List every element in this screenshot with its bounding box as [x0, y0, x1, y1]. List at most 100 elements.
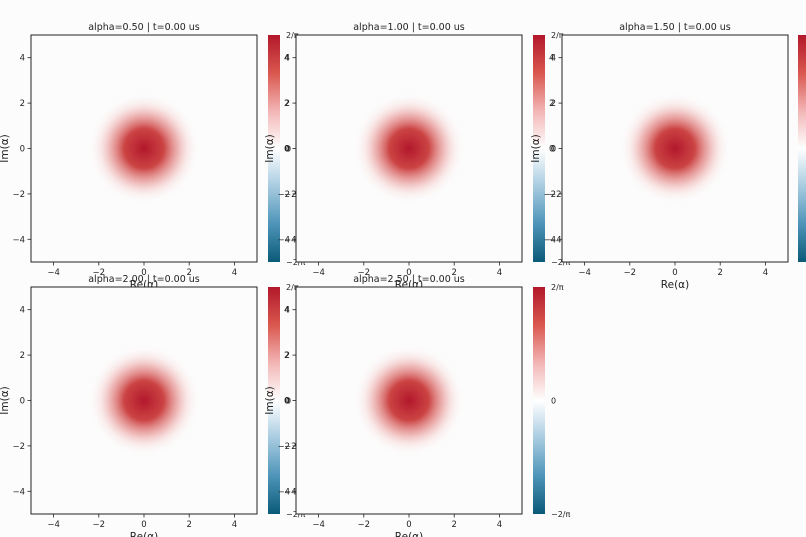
- subplot-1: alpha=0.50 | t=0.00 us−4 −2 0 2 4−4−2024Re(α…: [0, 22, 258, 291]
- colorbar-mid-label: 0: [551, 397, 556, 406]
- subplot-title: alpha=1.50 | t=0.00 us: [619, 22, 731, 33]
- x-tick-label: 4: [232, 520, 237, 530]
- y-tick-label: 0: [20, 145, 25, 155]
- y-tick-label: 4: [20, 54, 25, 64]
- overlap-tick-label: 0: [284, 397, 289, 407]
- x-tick-label: −4: [578, 268, 591, 278]
- subplot-5: alpha=2.50 | t=0.00 us −4 −2 0 2 4 −4 −2 0 2 4 Re(α…: [264, 274, 523, 537]
- y-tick-label: 0: [20, 397, 25, 407]
- colorbar-gradient: [268, 287, 280, 514]
- x-axis-label: Re(α): [661, 279, 689, 291]
- colorbar-gradient: [533, 287, 545, 514]
- x-tick-label: −2: [358, 520, 371, 530]
- wigner-peak: [87, 92, 201, 205]
- x-tick-label: 0: [141, 520, 146, 530]
- x-tick-label: −2: [624, 268, 637, 278]
- overlap-tick-label: −2: [284, 190, 297, 200]
- overlap-tick-label: −4: [284, 487, 297, 497]
- x-tick-label: 4: [497, 520, 502, 530]
- overlap-tick-label: 4: [284, 306, 289, 316]
- x-tick-label: 2: [451, 520, 456, 530]
- overlap-tick-label: 0: [284, 145, 289, 155]
- y-tick-label: 2: [285, 351, 290, 361]
- x-tick-label: −2: [93, 520, 106, 530]
- y-tick-label: 0: [551, 145, 556, 155]
- colorbar-2: 2/π 0 −2/π: [533, 31, 570, 267]
- colorbar-gradient: [533, 35, 545, 262]
- y-tick-label: −2: [12, 442, 25, 452]
- colorbar-bottom-label: −2/π: [551, 258, 570, 267]
- x-tick-label: 0: [406, 520, 411, 530]
- y-tick-label: 0: [285, 397, 290, 407]
- y-tick-label: −4: [543, 235, 556, 245]
- colorbar-overlap-1: 4 2 0 −2 −4: [284, 54, 297, 246]
- colorbar-top-label: 2/π: [551, 31, 564, 40]
- overlap-tick-label: −4: [549, 235, 562, 245]
- overlap-tick-label: −2: [549, 190, 562, 200]
- x-tick-label: 2: [717, 268, 722, 278]
- y-tick-label: 4: [285, 306, 290, 316]
- colorbar-overlap-2: 4 2 0 −2 −4: [549, 54, 562, 246]
- subplot-4: alpha=2.00 | t=0.00 us −4 −2 0 2 4 −4 −2 0 2 4 Re(α…: [0, 274, 258, 537]
- y-tick-label: −4: [277, 487, 290, 497]
- colorbar-top-label: 2/π: [551, 283, 564, 292]
- x-tick-label: 2: [451, 268, 456, 278]
- y-tick-label: 2: [285, 99, 290, 109]
- overlap-tick-label: 2: [284, 351, 289, 361]
- x-axis-label: Re(α): [130, 531, 158, 537]
- colorbar-overlap-4: 4 2 0 −2 −4: [284, 306, 297, 498]
- wigner-peak: [352, 344, 466, 457]
- subplot-2: alpha=1.00 | t=0.00 us−4 −2 0 2 4−4−2024Re(α…: [264, 22, 523, 291]
- y-axis-label: Im(α): [530, 134, 542, 162]
- overlap-tick-label: 2: [284, 99, 289, 109]
- x-tick-label: −4: [312, 268, 325, 278]
- y-tick-label: −2: [277, 442, 290, 452]
- y-tick-label: 4: [551, 54, 556, 64]
- colorbar-5: 2/π 0 −2/π: [533, 283, 570, 519]
- colorbar-mid-label: 0: [286, 397, 291, 406]
- y-axis-label: Im(α): [0, 386, 11, 414]
- overlap-tick-label: −4: [284, 235, 297, 245]
- overlap-tick-label: 0: [549, 145, 554, 155]
- colorbar-gradient: [798, 35, 806, 262]
- x-tick-label: −2: [358, 268, 371, 278]
- subplot-title: alpha=1.00 | t=0.00 us: [353, 22, 465, 33]
- subplot-title: alpha=0.50 | t=0.00 us: [88, 22, 200, 33]
- x-tick-label: −4: [312, 520, 325, 530]
- y-tick-label: 4: [285, 54, 290, 64]
- x-tick-label: −2: [93, 268, 106, 278]
- x-tick-label: 4: [763, 268, 768, 278]
- y-tick-label: −4: [12, 487, 25, 497]
- overlap-tick-label: 2: [549, 99, 554, 109]
- y-tick-label: 0: [285, 145, 290, 155]
- x-axis-label: Re(α): [395, 531, 423, 537]
- wigner-peak: [352, 92, 466, 205]
- wigner-peak: [87, 344, 201, 457]
- y-tick-label: −4: [277, 235, 290, 245]
- colorbar-mid-label: 0: [286, 145, 291, 154]
- y-tick-label: 2: [551, 99, 556, 109]
- colorbar-gradient: [268, 35, 280, 262]
- colorbar-mid-label: 0: [551, 145, 556, 154]
- x-tick-label: −4: [47, 520, 60, 530]
- x-tick-label: 4: [232, 268, 237, 278]
- colorbar-bottom-label: −2/π: [551, 510, 570, 519]
- y-axis-label: Im(α): [264, 134, 276, 162]
- x-tick-label: 2: [186, 520, 191, 530]
- wigner-peak: [618, 92, 732, 205]
- y-axis-label: Im(α): [264, 386, 276, 414]
- overlap-tick-label: 4: [549, 54, 554, 64]
- colorbar-3: 2/π0−2/π: [798, 35, 806, 262]
- colorbar-top-label: 2/π: [286, 31, 299, 40]
- subplot-3: alpha=1.50 | t=0.00 us −4 −2 0 2 4 −4 −2 0 2 4 Re(α…: [530, 22, 789, 291]
- x-tick-label: 0: [672, 268, 677, 278]
- y-tick-label: −2: [543, 190, 556, 200]
- y-tick-label: −2: [12, 190, 25, 200]
- y-tick-label: −4: [12, 235, 25, 245]
- y-tick-label: 4: [20, 306, 25, 316]
- x-tick-label: −4: [47, 268, 60, 278]
- subplot-title: alpha=2.50 | t=0.00 us: [353, 274, 465, 285]
- colorbar-top-label: 2/π: [286, 283, 299, 292]
